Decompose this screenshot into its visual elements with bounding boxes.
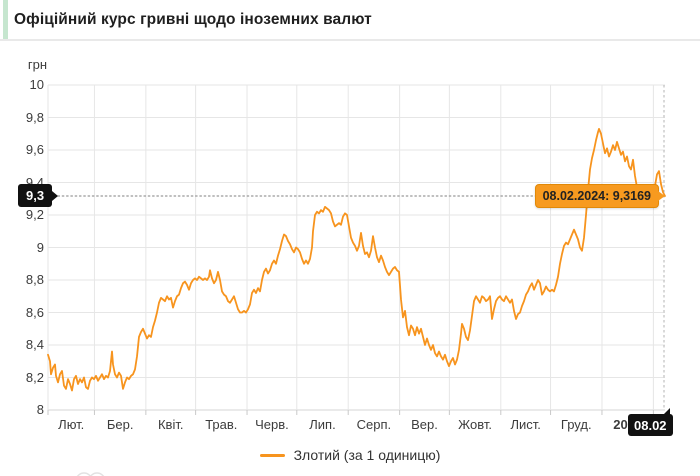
chart-title-bar: Офіційний курс гривні щодо іноземних вал… xyxy=(0,0,700,41)
legend-line-swatch xyxy=(259,453,285,457)
current-value-axis-badge: 9,3 xyxy=(18,184,59,207)
chart-legend[interactable]: Злотий (за 1 одиницю) xyxy=(0,447,700,463)
series-line-zloty[interactable] xyxy=(47,127,666,392)
current-date-axis-badge: 08.02 xyxy=(628,408,673,436)
chart-tooltip: 08.02.2024: 9,3169 xyxy=(534,184,666,208)
title-accent-bar xyxy=(3,0,8,39)
legend-series-label: Злотий (за 1 одиницю) xyxy=(293,447,441,463)
page-title: Офіційний курс гривні щодо іноземних вал… xyxy=(14,10,372,28)
